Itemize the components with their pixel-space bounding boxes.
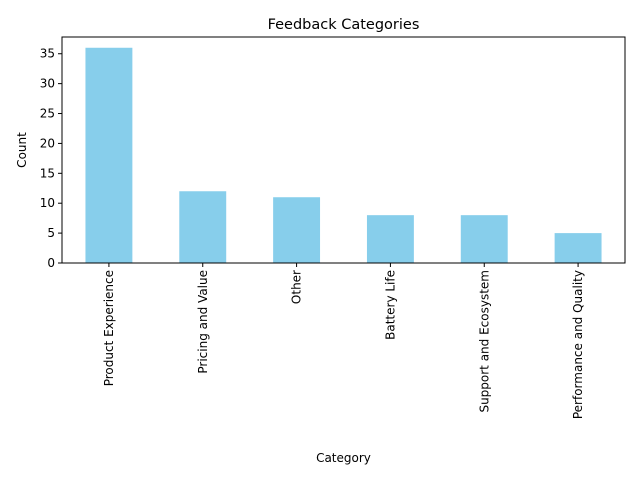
x-tick-label: Product Experience	[102, 270, 116, 386]
y-tick-label: 15	[40, 166, 55, 180]
bar-4	[366, 215, 414, 263]
x-tick-label: Pricing and Value	[196, 270, 210, 374]
x-tick-label: Performance and Quality	[571, 270, 585, 419]
x-tick-label: Battery Life	[383, 270, 397, 340]
plot-frame	[61, 36, 626, 264]
y-axis-label: Count	[15, 132, 29, 168]
y-tick-label: 20	[40, 136, 55, 150]
y-tick-label: 30	[40, 77, 55, 91]
y-tick-label: 10	[40, 196, 55, 210]
bar-1	[85, 47, 133, 264]
x-axis: Product Experience Pricing and Value Other…	[102, 263, 585, 419]
y-axis: 0 5 10 15 20 25 30 35	[40, 47, 62, 270]
x-tick-label: Other	[290, 270, 304, 304]
y-tick-label: 25	[40, 107, 55, 121]
bar-2	[179, 191, 227, 263]
bar-6	[554, 233, 602, 263]
y-tick-label: 0	[47, 256, 55, 270]
chart-title: Feedback Categories	[268, 17, 420, 33]
y-tick-label: 5	[47, 226, 55, 240]
x-axis-label: Category	[316, 451, 371, 465]
bars-group	[85, 47, 602, 264]
x-tick-label: Support and Ecosystem	[477, 270, 491, 413]
bar-5	[460, 215, 508, 263]
y-tick-label: 35	[40, 47, 55, 61]
bar-3	[273, 197, 321, 263]
